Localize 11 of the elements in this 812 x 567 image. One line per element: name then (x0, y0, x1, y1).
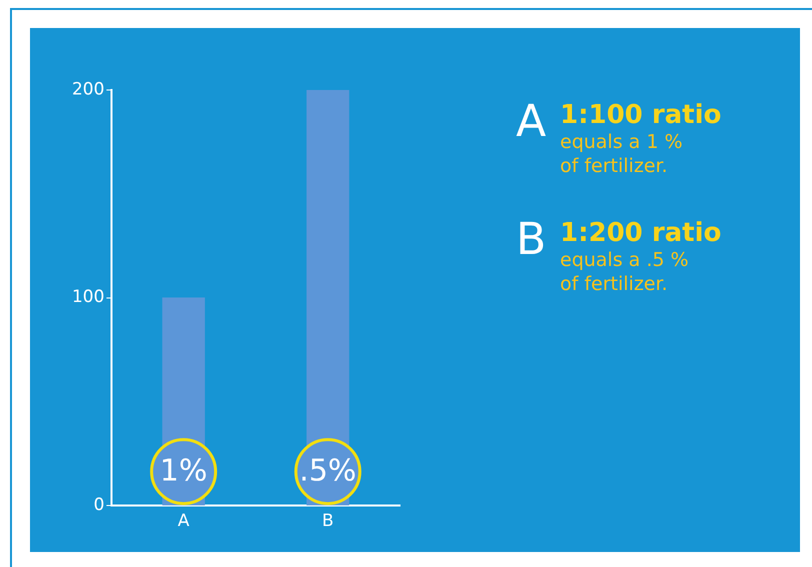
y-tick-label: 200 (72, 79, 104, 100)
y-tick-label: 100 (72, 287, 104, 308)
annotation: 1% (160, 453, 208, 488)
text: equals a .5 % of fertilizer. (560, 248, 690, 296)
text: A (516, 96, 546, 147)
text: 1:200 ratio (560, 218, 722, 248)
y-tick-label: 0 (94, 495, 104, 516)
text: equals a 1 % of fertilizer. (560, 130, 684, 178)
annotation: .5% (299, 453, 356, 488)
text: 1:100 ratio (560, 100, 722, 130)
text: B (516, 214, 546, 265)
